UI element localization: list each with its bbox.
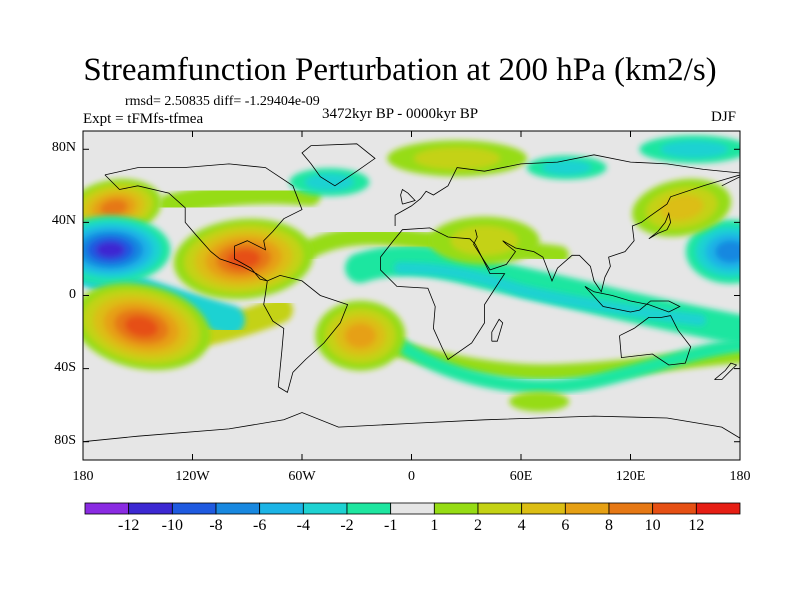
- x-tick-label-2: 60W: [288, 469, 316, 484]
- positive-band-north-america: [159, 182, 321, 216]
- negative-band-tropical-core: [394, 262, 706, 326]
- x-tick-label-5: 120E: [615, 469, 646, 484]
- coast-madagascar: [491, 318, 504, 342]
- positive-center-south-atlantic-level-3: [344, 323, 377, 348]
- coast-antarctica: [83, 412, 740, 443]
- negative-band-south-ocean: [393, 338, 740, 394]
- negative-arctic-pacific-level-1: [660, 140, 729, 158]
- stats-label: rmsd= 2.50835 diff= -1.29404e-09: [125, 94, 320, 109]
- coastline-layer: [83, 143, 740, 443]
- colorbar-swatch-8: [433, 502, 479, 515]
- colorbar-label-2: -8: [209, 517, 223, 534]
- colorbar-swatch-12: [608, 502, 654, 515]
- negative-arctic-pacific: [639, 135, 740, 164]
- coast-new-zealand: [714, 362, 738, 380]
- colorbar-label-12: 10: [644, 517, 661, 534]
- colorbar-label-4: -4: [296, 517, 310, 534]
- field-layer: [83, 135, 740, 412]
- x-tick-label-0: 180: [72, 469, 94, 484]
- negative-center-central-pacific-north-level-5: [95, 241, 125, 259]
- colorbar-swatch-2: [171, 502, 217, 515]
- positive-north-pacific-japan-level-2: [659, 194, 704, 221]
- axis-ticks: [82, 131, 741, 460]
- coast-africa: [380, 227, 506, 361]
- colorbar-swatch-6: [346, 502, 392, 515]
- colorbar-swatch-0: [84, 502, 130, 515]
- colorbar-swatch-10: [521, 502, 566, 515]
- colorbar-swatch-9: [477, 502, 523, 515]
- positive-north-pacific-japan: [632, 178, 732, 237]
- positive-center-north-pacific-level-4: [100, 199, 128, 216]
- positive-center-south-pacific-level-5: [124, 316, 159, 338]
- colorbar-label-10: 6: [561, 517, 570, 534]
- colorbar-label-3: -6: [252, 517, 267, 534]
- y-tick-label-1: 40N: [51, 213, 76, 229]
- colorbar: [84, 502, 741, 515]
- colorbar-label-13: 12: [688, 517, 705, 534]
- coast-north-america: [104, 163, 303, 282]
- colorbar-swatch-11: [564, 502, 610, 515]
- colorbar-label-6: -1: [383, 517, 398, 534]
- colorbar-swatch-3: [215, 502, 261, 515]
- coast-indonesia: [584, 286, 681, 313]
- positive-arctic-atlantic-level-1: [414, 147, 501, 170]
- positive-center-north-africa-level-1: [450, 225, 519, 256]
- x-tick-label-4: 60E: [509, 469, 533, 484]
- negative-arctic-eurasia: [526, 155, 607, 180]
- coast-asia-south: [473, 174, 740, 293]
- colorbar-swatch-1: [128, 502, 173, 515]
- y-tick-label-3: 40S: [54, 359, 76, 375]
- coast-australia: [619, 315, 692, 366]
- period-label: 3472kyr BP - 0000kyr BP: [322, 106, 479, 122]
- coast-japan: [648, 211, 672, 240]
- positive-south-indian-blob: [509, 391, 570, 412]
- colorbar-swatch-5: [302, 502, 348, 515]
- colorbar-label-7: 1: [430, 517, 439, 534]
- colorbar-label-9: 4: [517, 517, 526, 534]
- colorbar-label-0: -12: [117, 517, 140, 534]
- coast-alaska-chukotka: [721, 176, 740, 187]
- y-tick-label-0: 80N: [51, 140, 76, 156]
- experiment-label: Expt = tFMfs-tfmea: [83, 111, 204, 127]
- positive-center-south-atlantic: [315, 300, 406, 371]
- chart-title: Streamfunction Perturbation at 200 hPa (…: [83, 52, 717, 88]
- coast-uk: [400, 188, 416, 205]
- colorbar-label-11: 8: [605, 517, 613, 534]
- colorbar-swatch-4: [259, 502, 304, 515]
- coast-eurasia: [394, 154, 740, 226]
- x-tick-label-3: 0: [408, 469, 415, 484]
- positive-arctic-atlantic: [387, 140, 528, 177]
- colorbar-swatch-7: [390, 502, 435, 515]
- colorbar-label-1: -10: [161, 517, 183, 534]
- colorbar-label-8: 2: [474, 517, 482, 534]
- coast-greenland: [301, 143, 376, 187]
- negative-center-west-pacific-edge: [685, 219, 740, 284]
- positive-center-north-africa: [429, 216, 540, 265]
- positive-center-south-pacific: [83, 282, 211, 371]
- y-tick-label-4: 80S: [54, 432, 76, 448]
- x-tick-label-6: 180: [729, 469, 751, 484]
- positive-south-indian-blob-level-0: [509, 391, 570, 412]
- x-tick-label-1: 120W: [175, 469, 210, 484]
- negative-center-central-pacific-north: [83, 215, 171, 284]
- coast-south-america: [263, 274, 349, 394]
- negative-arctic-eurasia-level-1: [542, 160, 592, 175]
- negative-center-west-pacific-edge-level-3: [715, 240, 740, 263]
- colorbar-label-5: -2: [340, 517, 354, 534]
- y-tick-label-2: 0: [69, 286, 76, 302]
- colorbar-swatch-13: [652, 502, 697, 515]
- season-label: DJF: [711, 109, 737, 125]
- colorbar-swatch-14: [695, 502, 741, 515]
